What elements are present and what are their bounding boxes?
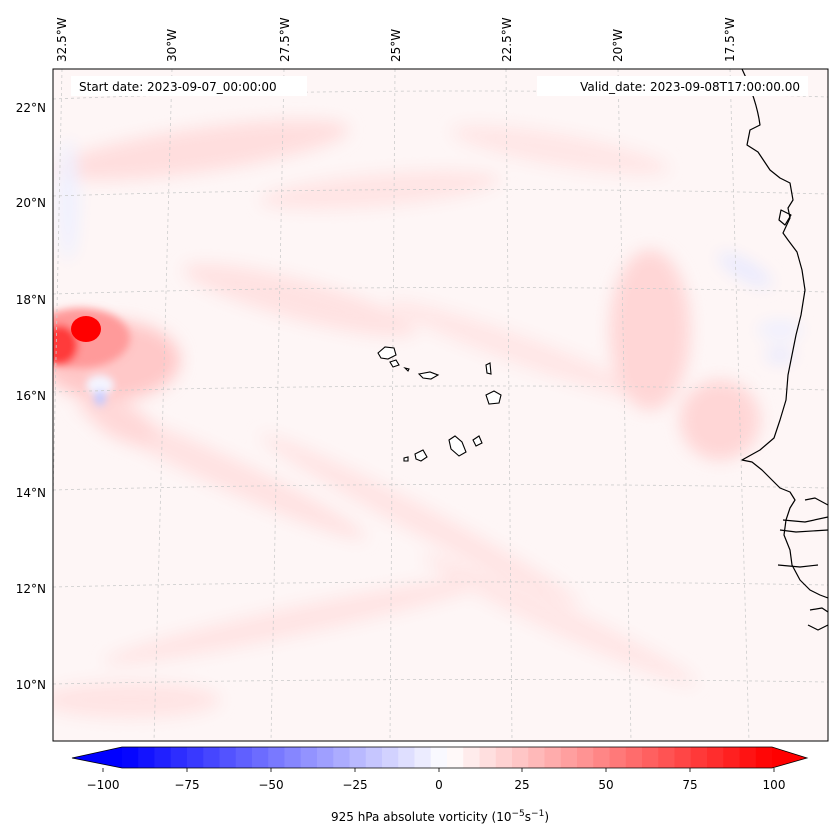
island-brava <box>403 456 409 462</box>
lat-label-20n: 20°N <box>16 196 46 210</box>
colorbar-swatch <box>268 747 286 768</box>
colorbar-title: 925 hPa absolute vorticity (10−5s−1) <box>331 809 549 824</box>
lat-label-22n: 22°N <box>16 101 46 115</box>
colorbar-swatch <box>739 747 757 768</box>
colorbar-tick-label-75: 75 <box>682 778 697 792</box>
colorbar-swatch <box>512 747 529 768</box>
colorbar-swatch <box>674 747 692 768</box>
colorbar-swatch <box>284 747 302 768</box>
colorbar-tick-label-neg50: −50 <box>258 778 283 792</box>
colorbar-tick-label-50: 50 <box>598 778 613 792</box>
colorbar-swatch <box>690 747 708 768</box>
cape-verde-islands <box>377 346 502 462</box>
lon-label-17-5w: 17.5°W <box>723 17 737 62</box>
start-date-text: Start date: 2023-09-07_00:00:00 <box>79 80 277 94</box>
colorbar-swatch <box>235 747 253 768</box>
map-frame <box>52 68 829 742</box>
lon-label-32-5w: 32.5°W <box>55 17 69 62</box>
lat-label-12n: 12°N <box>16 582 46 596</box>
island-maio <box>472 435 483 447</box>
island-boa-vista <box>485 390 502 405</box>
island-sao-nicolau <box>417 371 440 380</box>
colorbar-ticks <box>102 768 775 772</box>
colorbar-tick-label-neg75: −75 <box>174 778 199 792</box>
colorbar-swatch <box>577 747 594 768</box>
island-sao-vicente <box>389 359 400 368</box>
colorbar-swatch <box>398 747 416 768</box>
colorbar-max-extend-arrow <box>772 747 807 768</box>
colorbar-swatch <box>528 747 546 768</box>
colorbar-swatch <box>495 747 513 768</box>
island-santiago <box>448 435 467 457</box>
colorbar-tick-label-100: 100 <box>763 778 786 792</box>
colorbar-swatch <box>658 747 676 768</box>
colorbar-swatch <box>365 747 383 768</box>
colorbar-tick-label-0: 0 <box>435 778 443 792</box>
colorbar-swatch <box>447 747 464 768</box>
colorbar-swatch <box>122 747 139 768</box>
island-santa-luzia <box>403 366 410 372</box>
colorbar-swatch <box>203 747 221 768</box>
island-sal <box>485 362 492 375</box>
colorbar-swatch <box>414 747 432 768</box>
latitude-labels: 22°N 20°N 18°N 16°N 14°N 12°N 10°N <box>16 101 46 692</box>
colorbar-swatch <box>382 747 399 768</box>
colorbar-tick-labels: −100 −75 −50 −25 0 25 50 75 100 <box>87 778 786 792</box>
colorbar-swatch <box>560 747 578 768</box>
colorbar-swatch <box>593 747 611 768</box>
island-fogo <box>414 449 428 462</box>
lat-label-10n: 10°N <box>16 678 46 692</box>
colorbar-swatch <box>333 747 351 768</box>
lat-label-18n: 18°N <box>16 293 46 307</box>
colorbar-swatch <box>170 747 188 768</box>
colorbar-min-extend-arrow <box>72 747 122 768</box>
lat-label-14n: 14°N <box>16 486 46 500</box>
map-plot-area <box>53 69 828 741</box>
longitude-labels: 32.5°W 30°W 27.5°W 25°W 22.5°W 20°W 17.5… <box>55 17 737 62</box>
colorbar-swatch <box>755 747 773 768</box>
valid-date-box: Valid_date: 2023-09-08T17:00:00.00 <box>537 76 808 96</box>
valid-date-text: Valid_date: 2023-09-08T17:00:00.00 <box>580 80 800 94</box>
start-date-box: Start date: 2023-09-07_00:00:00 <box>71 76 307 96</box>
island-santo-antao <box>377 346 397 360</box>
colorbar-swatch <box>154 747 172 768</box>
colorbar-swatch <box>463 747 481 768</box>
coastline-africa <box>741 69 828 631</box>
colorbar-swatch <box>317 747 334 768</box>
colorbar-swatch <box>642 747 659 768</box>
colorbar-swatch <box>723 747 741 768</box>
colorbar-swatch <box>252 747 269 768</box>
colorbar-swatch <box>219 747 237 768</box>
colorbar-swatch <box>609 747 627 768</box>
lon-label-30w: 30°W <box>165 29 179 62</box>
colorbar-swatches <box>72 747 807 768</box>
colorbar-swatch <box>300 747 318 768</box>
lon-label-25w: 25°W <box>389 29 403 62</box>
colorbar-swatch <box>707 747 724 768</box>
lon-label-27-5w: 27.5°W <box>278 17 292 62</box>
colorbar-swatch <box>479 747 497 768</box>
lon-label-20w: 20°W <box>611 29 625 62</box>
colorbar-swatch <box>430 747 448 768</box>
colorbar-swatch <box>349 747 367 768</box>
colorbar-tick-label-neg25: −25 <box>342 778 367 792</box>
colorbar-swatch <box>625 747 643 768</box>
colorbar-tick-label-25: 25 <box>514 778 529 792</box>
colorbar-swatch <box>187 747 204 768</box>
vortex-core <box>71 316 101 342</box>
colorbar-outline <box>71 746 809 769</box>
colorbar-swatch <box>544 747 562 768</box>
lat-label-16n: 16°N <box>16 389 46 403</box>
lon-label-22-5w: 22.5°W <box>500 17 514 62</box>
colorbar-swatch <box>138 747 156 768</box>
colorbar-tick-label-neg100: −100 <box>87 778 120 792</box>
